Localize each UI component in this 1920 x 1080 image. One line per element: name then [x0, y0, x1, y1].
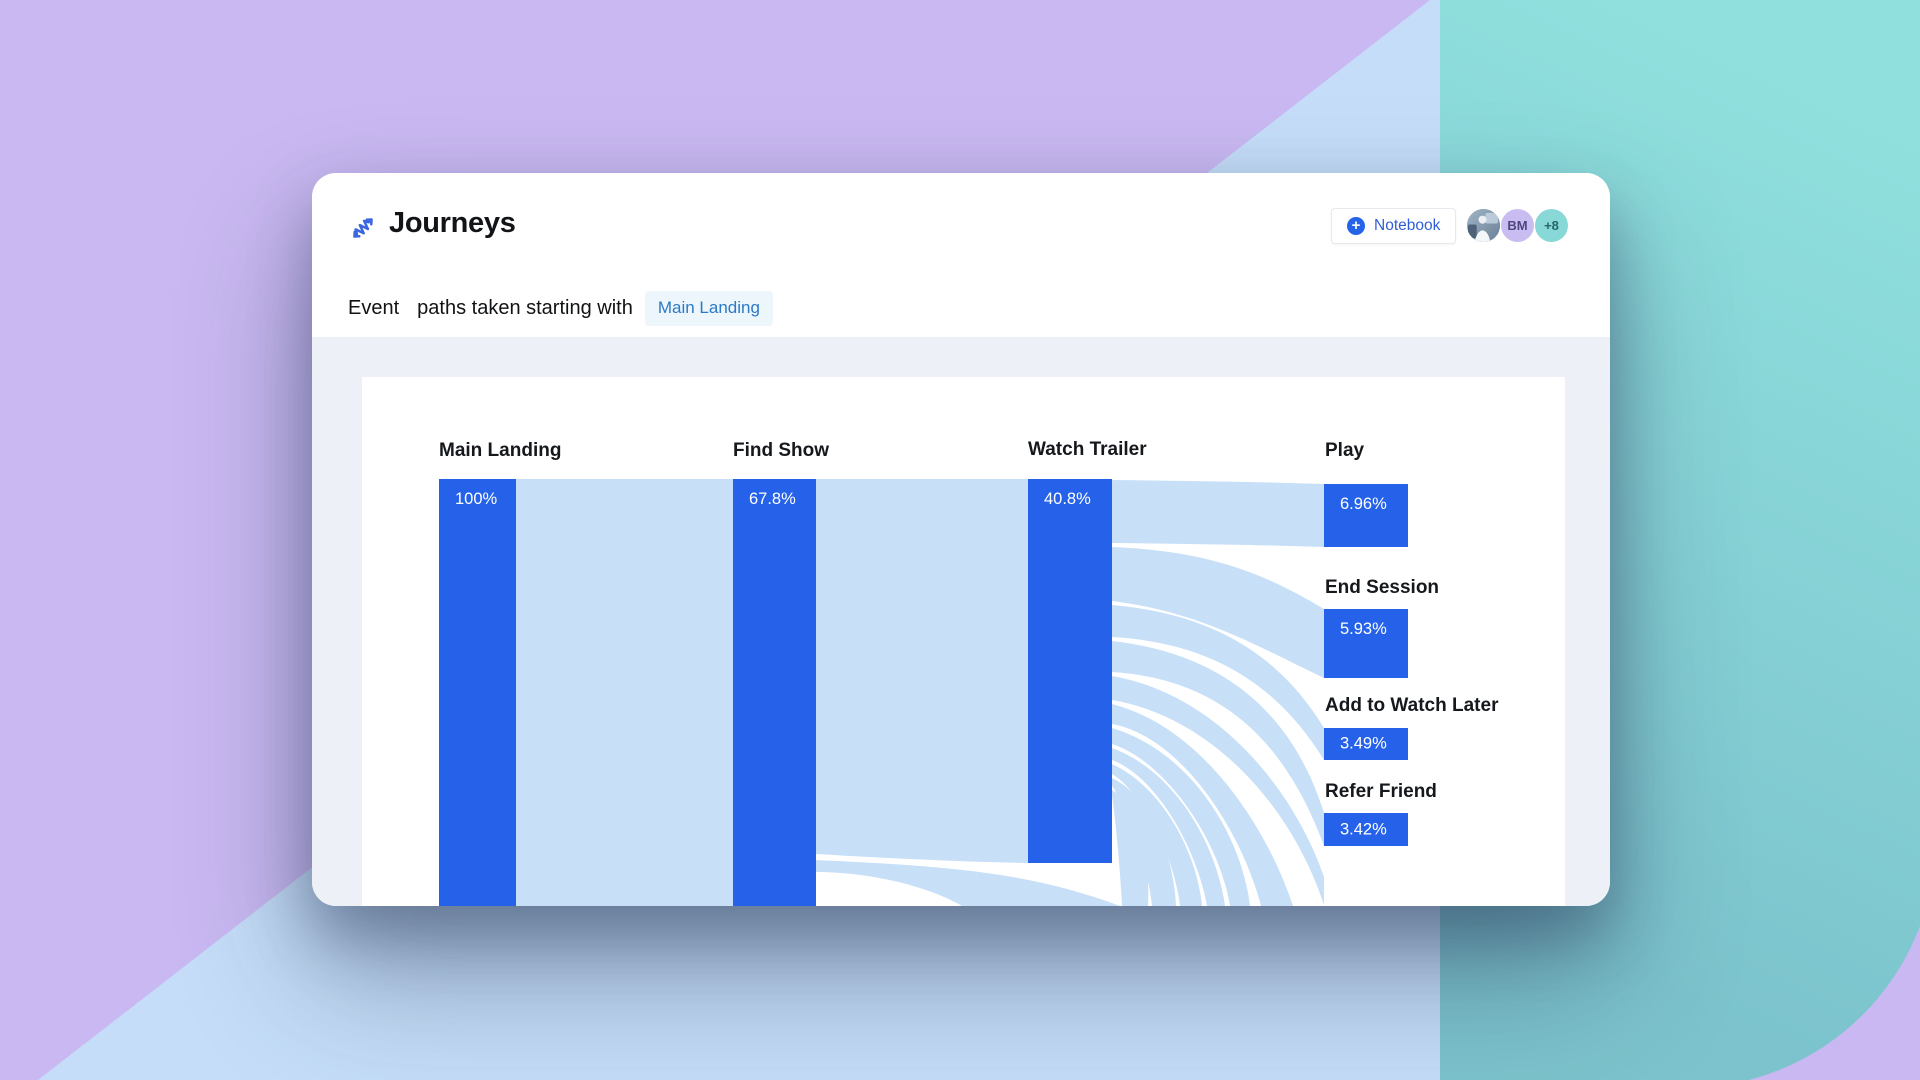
avatar-overflow-count[interactable]: +8 — [1535, 209, 1568, 242]
flow-watch-trailer-refer-friend[interactable] — [1112, 641, 1324, 846]
node-value-find-show: 67.8% — [749, 490, 796, 508]
plus-circle-icon: + — [1347, 217, 1365, 235]
sankey-node-play[interactable]: 6.96% — [1324, 484, 1408, 547]
flow-watch-trailer-clipped-7 — [1112, 790, 1149, 906]
node-value-main-landing: 100% — [455, 490, 498, 508]
sankey-node-find-show[interactable]: 67.8% — [733, 479, 816, 906]
avatar-initials[interactable]: BM — [1501, 209, 1534, 242]
node-label-main-landing: Main Landing — [439, 440, 562, 461]
flow-watch-trailer-clipped-2 — [1112, 704, 1293, 906]
node-label-end-session: End Session — [1325, 577, 1440, 598]
avatar-group: BM +8 — [1466, 209, 1568, 242]
node-label-watch-trailer: Watch Trailer — [1028, 439, 1147, 460]
start-event-chip-label: Main Landing — [657, 298, 760, 317]
flow-watch-trailer-clipped-1 — [1112, 676, 1324, 905]
notebook-button[interactable]: + Notebook — [1331, 208, 1457, 244]
sankey-node-watch-trailer[interactable]: 40.8% — [1028, 479, 1112, 863]
flow-watch-trailer-clipped-5 — [1112, 764, 1202, 906]
flow-watch-trailer-play[interactable] — [1112, 480, 1324, 547]
node-value-watch-trailer: 40.8% — [1044, 490, 1091, 508]
node-label-refer-friend: Refer Friend — [1325, 781, 1437, 802]
sankey-panel: Main Landing Find Show Watch Trailer Pla… — [362, 377, 1565, 906]
query-bar: Event paths taken starting with Main Lan… — [348, 289, 773, 327]
node-value-end-session: 5.93% — [1340, 620, 1387, 638]
sankey-node-add-to-watch-later[interactable]: 3.49% — [1324, 728, 1408, 760]
flow-main-landing-find-show[interactable] — [516, 479, 733, 906]
flow-find-show-watch-trailer[interactable] — [816, 479, 1028, 863]
query-text: paths taken starting with — [417, 296, 633, 319]
sankey-node-refer-friend[interactable]: 3.42% — [1324, 813, 1408, 846]
app-header: Journeys + Notebook — [312, 173, 1610, 337]
flow-watch-trailer-clipped-4 — [1112, 748, 1225, 906]
journeys-app-card: Journeys + Notebook — [312, 173, 1610, 906]
page-title: Journeys — [389, 207, 516, 239]
node-label-play: Play — [1325, 440, 1365, 461]
flow-watch-trailer-add-to-watch-later[interactable] — [1112, 605, 1324, 760]
flow-watch-trailer-end-session[interactable] — [1112, 547, 1324, 678]
flow-find-show-clipped — [816, 860, 1120, 906]
node-value-add-to-watch-later: 3.49% — [1340, 734, 1387, 753]
node-label-add-to-watch-later: Add to Watch Later — [1325, 695, 1499, 716]
avatar-photo[interactable] — [1467, 209, 1500, 242]
start-event-chip[interactable]: Main Landing — [644, 290, 773, 326]
notebook-button-label: Notebook — [1374, 217, 1441, 234]
flow-watch-trailer-clipped-3 — [1112, 728, 1250, 906]
node-label-find-show: Find Show — [733, 440, 830, 461]
journeys-icon — [348, 213, 378, 243]
chart-container: Main Landing Find Show Watch Trailer Pla… — [312, 337, 1610, 906]
node-value-refer-friend: 3.42% — [1340, 820, 1387, 838]
sankey-node-end-session[interactable]: 5.93% — [1324, 609, 1408, 678]
sankey-flows — [516, 479, 1324, 906]
sankey-node-main-landing[interactable]: 100% — [439, 479, 516, 906]
node-value-play: 6.96% — [1340, 495, 1387, 513]
query-prefix: Event — [348, 296, 400, 319]
